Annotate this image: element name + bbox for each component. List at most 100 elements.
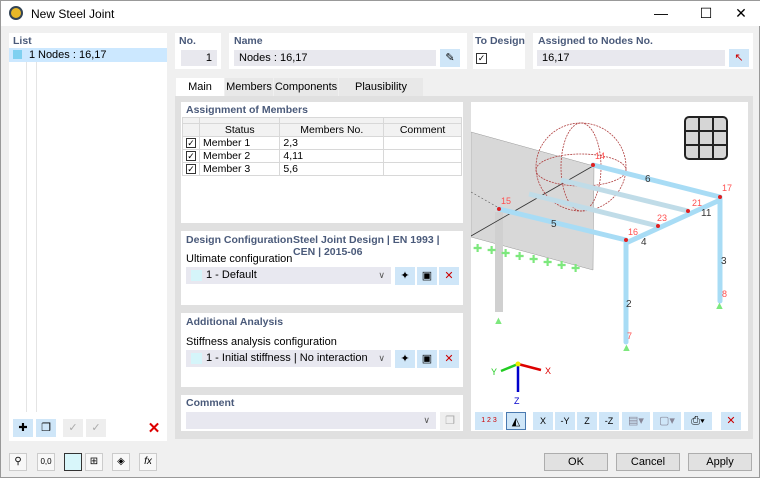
design-config-header: Design Configuration xyxy=(186,234,293,246)
delete-stiffness-icon[interactable]: ✕ xyxy=(439,350,459,368)
edit-config-icon[interactable]: ▣ xyxy=(417,267,437,285)
design-config-panel: Design Configuration Steel Joint Design … xyxy=(181,231,463,305)
ultimate-config-select[interactable]: 1 - Default ∨ xyxy=(186,267,391,284)
no-field[interactable]: 1 xyxy=(181,50,217,66)
display-icon[interactable]: ◈ xyxy=(112,453,130,471)
design-standard: Steel Joint Design | EN 1993 | CEN | 201… xyxy=(293,234,440,258)
svg-text:Y: Y xyxy=(491,367,497,377)
copy-item-button[interactable]: ❐ xyxy=(36,419,56,437)
structure-icon[interactable]: ⊞ xyxy=(85,453,103,471)
additional-panel: Additional Analysis Stiffness analysis c… xyxy=(181,313,463,387)
svg-text:✚: ✚ xyxy=(571,263,580,275)
uncheck-button[interactable]: ✓ xyxy=(86,419,106,437)
svg-text:Z: Z xyxy=(514,396,520,406)
new-config-icon[interactable]: ✦ xyxy=(395,267,415,285)
cancel-button[interactable]: Cancel xyxy=(616,453,680,471)
row-checkbox[interactable]: ✓ xyxy=(186,164,196,174)
display-box-button[interactable]: ▢▾ xyxy=(653,412,681,430)
name-label: Name xyxy=(234,35,263,47)
row-checkbox[interactable]: ✓ xyxy=(186,151,196,161)
node-label: 23 xyxy=(657,213,667,223)
tab-plausibility-check[interactable]: Plausibility Check xyxy=(339,78,423,111)
check-button[interactable]: ✓ xyxy=(63,419,83,437)
select-nodes-icon[interactable]: ↖ xyxy=(729,49,749,67)
search-icon[interactable]: ⚲ xyxy=(9,453,27,471)
node-label: 15 xyxy=(501,196,511,206)
title-bar: New Steel Joint — ☐ ✕ xyxy=(1,1,760,26)
maximize-button[interactable]: ☐ xyxy=(699,5,713,21)
to-design-label: To Design xyxy=(475,35,525,47)
units-icon[interactable]: 0,0 xyxy=(37,453,55,471)
color-icon[interactable] xyxy=(64,453,82,471)
close-button[interactable]: ✕ xyxy=(735,5,747,21)
name-field[interactable]: Nodes : 16,17 xyxy=(234,50,436,66)
comment-input[interactable]: ∨ xyxy=(186,412,436,429)
function-icon[interactable]: fx xyxy=(139,453,157,471)
print-button[interactable]: ⎙▾ xyxy=(684,412,712,430)
view-mode-button[interactable]: ◭ xyxy=(506,412,526,430)
view-z-button[interactable]: Z xyxy=(577,412,597,430)
col-status: Status xyxy=(198,123,281,137)
comment-panel: Comment ∨ ❐ xyxy=(181,395,463,431)
table-row[interactable]: ✓ Member 1 2,3 xyxy=(182,136,462,150)
view-minus-z-button[interactable]: -Z xyxy=(599,412,619,430)
row-checkbox[interactable]: ✓ xyxy=(186,138,196,148)
assigned-nodes-field[interactable]: 16,17 xyxy=(537,50,725,66)
name-panel: Name Nodes : 16,17 ✎ xyxy=(229,33,467,69)
delete-config-icon[interactable]: ✕ xyxy=(439,267,459,285)
member-label: 4 xyxy=(641,237,647,248)
table-row[interactable]: ✓ Member 3 5,6 xyxy=(182,162,462,176)
new-item-button[interactable]: ✚ xyxy=(13,419,33,437)
to-design-panel: To Design ✓ xyxy=(473,33,525,69)
table-row[interactable]: ✓ Member 2 4,11 xyxy=(182,149,462,163)
delete-button[interactable]: ✕ xyxy=(147,420,161,437)
ok-button[interactable]: OK xyxy=(544,453,608,471)
node-label: 7 xyxy=(627,331,632,341)
numbering-button[interactable]: 1 2 3 xyxy=(475,412,503,430)
render-mode-button[interactable]: ▤▾ xyxy=(622,412,650,430)
comment-library-icon[interactable]: ❐ xyxy=(440,412,460,430)
minimize-button[interactable]: — xyxy=(654,5,668,21)
assignment-header: Assignment of Members xyxy=(186,104,308,116)
edit-name-icon[interactable]: ✎ xyxy=(440,49,460,67)
apply-button[interactable]: Apply xyxy=(688,453,752,471)
stiffness-config-select[interactable]: 1 - Initial stiffness | No interaction ∨ xyxy=(186,350,391,367)
list-item[interactable]: 1 Nodes : 16,17 xyxy=(9,48,167,62)
column-left xyxy=(495,212,503,312)
window-title: New Steel Joint xyxy=(31,7,115,21)
node-label: 16 xyxy=(628,227,638,237)
tab-members[interactable]: Members xyxy=(225,78,273,96)
list-item-no: 1 xyxy=(29,49,36,61)
model-graphic: ✚ ✚ ✚ ✚ ✚ ✚ ✚ ✚ ▲▲▲ 14 17 15 16 21 23 7 8 6 5 4… xyxy=(471,116,732,406)
svg-text:✚: ✚ xyxy=(529,254,538,266)
tab-components[interactable]: Components xyxy=(274,78,338,96)
list-panel: List 1 Nodes : 16,17 ✚ ❐ ✓ ✓ ✕ xyxy=(9,33,167,441)
supports: ✚ ✚ ✚ ✚ ✚ ✚ ✚ ✚ ▲ ▲ ▲ xyxy=(473,243,725,354)
to-design-checkbox[interactable]: ✓ xyxy=(476,53,487,64)
new-stiffness-icon[interactable]: ✦ xyxy=(395,350,415,368)
assignment-panel: Assignment of Members Status Members No. C… xyxy=(181,102,463,223)
svg-text:✚: ✚ xyxy=(487,245,496,257)
3d-view[interactable]: ✚ ✚ ✚ ✚ ✚ ✚ ✚ ✚ ▲ ▲ ▲ 14 17 15 16 21 23 7 8 6 5 4… xyxy=(471,102,748,431)
view-x-button[interactable]: X xyxy=(533,412,553,430)
svg-text:✚: ✚ xyxy=(543,257,552,269)
axis-triad: X Y Z xyxy=(491,361,551,406)
view-minus-y-button[interactable]: -Y xyxy=(555,412,575,430)
list-item-label: Nodes : 16,17 xyxy=(38,49,107,61)
svg-text:✚: ✚ xyxy=(501,248,510,260)
reset-view-icon[interactable]: ✕ xyxy=(721,412,741,430)
stiffness-config-label: Stiffness analysis configuration xyxy=(186,336,337,348)
svg-text:X: X xyxy=(545,366,551,376)
tab-main[interactable]: Main xyxy=(176,78,224,97)
member-label: 11 xyxy=(701,208,712,219)
no-panel: No. 1 xyxy=(175,33,221,69)
svg-text:✚: ✚ xyxy=(515,251,524,263)
svg-text:✚: ✚ xyxy=(473,243,482,255)
node-label: 21 xyxy=(692,198,702,208)
ultimate-config-label: Ultimate configuration xyxy=(186,253,293,265)
svg-text:▲: ▲ xyxy=(621,342,632,354)
color-swatch xyxy=(13,50,22,59)
edit-stiffness-icon[interactable]: ▣ xyxy=(417,350,437,368)
app-icon xyxy=(9,6,23,20)
assigned-label: Assigned to Nodes No. xyxy=(538,35,653,47)
